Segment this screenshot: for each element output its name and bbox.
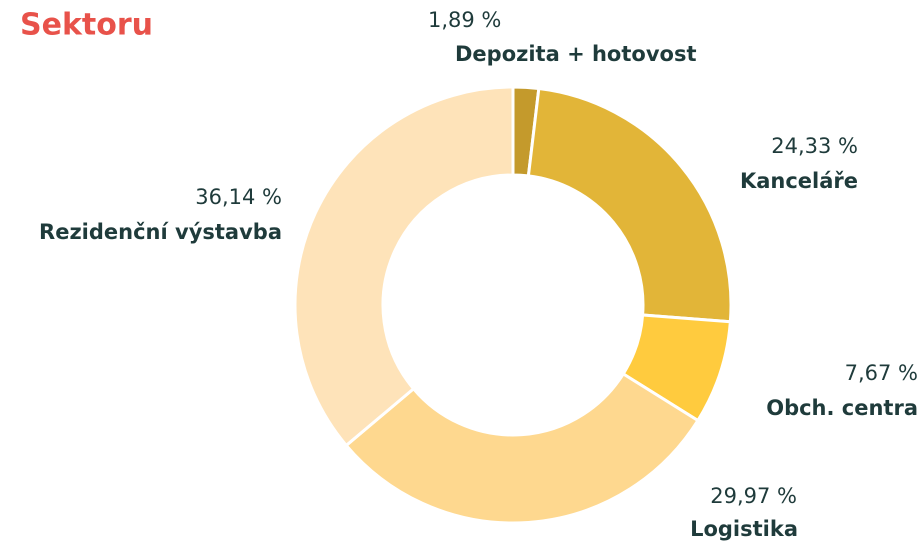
value-label: 36,14 % xyxy=(195,185,282,209)
category-label: Rezidenční výstavba xyxy=(39,220,282,244)
value-label: 1,89 % xyxy=(428,8,501,32)
donut-slice xyxy=(344,371,700,525)
chart-title: Sektoru xyxy=(20,8,153,43)
category-label: Obch. centra xyxy=(766,396,918,420)
donut-slice xyxy=(293,85,515,448)
donut-slice xyxy=(526,86,733,324)
value-label: 7,67 % xyxy=(845,361,918,385)
value-label: 24,33 % xyxy=(771,134,858,158)
value-label: 29,97 % xyxy=(710,484,797,508)
category-label: Kanceláře xyxy=(740,169,858,193)
category-label: Depozita + hotovost xyxy=(455,42,696,66)
category-label: Logistika xyxy=(690,517,798,541)
